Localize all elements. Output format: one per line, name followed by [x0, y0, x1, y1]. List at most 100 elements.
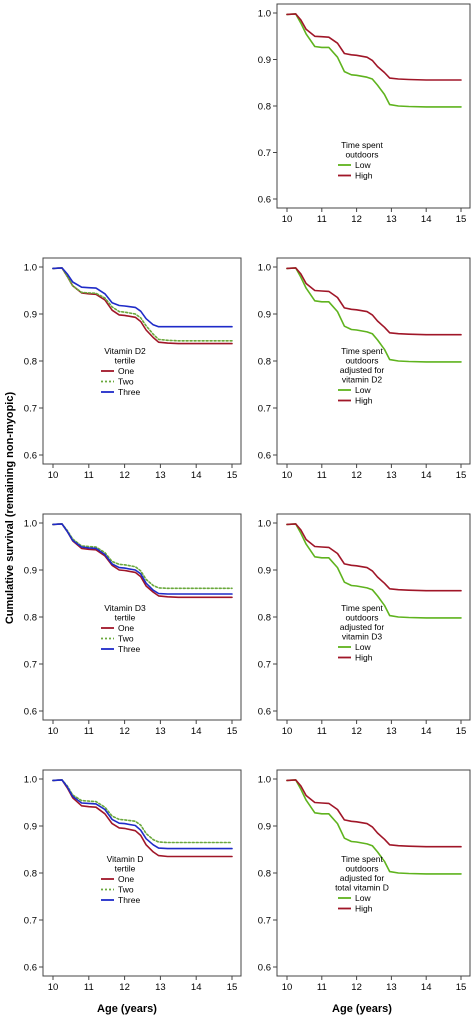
- y-tick-label: 0.8: [24, 869, 37, 880]
- y-tick-label: 1.0: [24, 775, 37, 786]
- series-line-high: [286, 779, 462, 848]
- y-tick-label: 0.8: [258, 613, 271, 624]
- series-line-two: [52, 523, 233, 590]
- legend-item-three: Three: [118, 895, 140, 905]
- series-line-two: [52, 779, 233, 844]
- x-tick-label: 13: [155, 982, 166, 993]
- y-tick-label: 0.9: [258, 822, 271, 833]
- series-line-three: [52, 779, 233, 850]
- chart-panel-outdoors_d2: 0.6 0.7 0.8 0.9 1.0 10 11 12 13 14 15 Time spentout…: [258, 257, 471, 481]
- x-tick-label: 15: [227, 982, 238, 993]
- x-axis-label-left: Age (years): [97, 1003, 157, 1015]
- legend-title-line: tertile: [115, 613, 136, 623]
- y-tick-label: 0.6: [24, 963, 37, 974]
- x-tick-label: 14: [421, 470, 432, 481]
- legend-item-one: One: [118, 623, 134, 633]
- x-tick-label: 13: [386, 470, 397, 481]
- legend-title-line: outdoors: [345, 150, 378, 160]
- chart-panel-outdoors_d: 0.6 0.7 0.8 0.9 1.0 10 11 12 13 14 15 Time spentout…: [258, 769, 471, 993]
- series-line-three: [52, 267, 233, 328]
- y-tick-label: 0.7: [258, 148, 271, 159]
- x-tick-label: 13: [155, 726, 166, 737]
- x-tick-label: 11: [317, 982, 327, 993]
- x-tick-label: 12: [351, 982, 362, 993]
- legend-title-line: tertile: [115, 864, 136, 874]
- x-tick-label: 11: [84, 726, 94, 737]
- legend-item-one: One: [118, 874, 134, 884]
- y-tick-label: 0.7: [24, 916, 37, 927]
- legend-title-line: vitamin D3: [342, 632, 382, 642]
- series-line-low: [286, 523, 462, 619]
- x-tick-label: 10: [48, 726, 59, 737]
- y-tick-label: 1.0: [258, 775, 271, 786]
- x-tick-label: 10: [282, 470, 293, 481]
- x-tick-label: 11: [84, 470, 94, 481]
- x-tick-label: 11: [84, 982, 94, 993]
- legend-item-two: Two: [118, 634, 134, 644]
- legend-title-line: outdoors: [345, 356, 378, 366]
- y-tick-label: 0.6: [258, 707, 271, 718]
- y-tick-label: 0.8: [258, 357, 271, 368]
- legend-title-line: adjusted for: [340, 622, 385, 632]
- legend-item-low: Low: [355, 893, 371, 903]
- y-tick-label: 0.6: [24, 451, 37, 462]
- y-tick-label: 0.6: [258, 195, 271, 206]
- chart-panel-d: 0.6 0.7 0.8 0.9 1.0 10 11 12 13 14 15 Vitamin Dtert…: [24, 769, 242, 993]
- x-tick-label: 15: [456, 470, 467, 481]
- x-tick-label: 12: [119, 982, 130, 993]
- y-tick-label: 0.7: [258, 660, 271, 671]
- y-tick-label: 0.7: [24, 660, 37, 671]
- y-tick-label: 0.9: [24, 822, 37, 833]
- series-line-low: [286, 267, 462, 363]
- x-tick-label: 15: [227, 726, 238, 737]
- legend-item-two: Two: [118, 377, 134, 387]
- y-tick-label: 1.0: [258, 9, 271, 20]
- legend-title-line: tertile: [115, 356, 136, 366]
- y-tick-label: 0.7: [24, 404, 37, 415]
- legend-item-low: Low: [355, 385, 371, 395]
- chart-panel-d2: 0.6 0.7 0.8 0.9 1.0 10 11 12 13 14 15 Vitamin D2ter…: [24, 257, 242, 481]
- x-tick-label: 14: [191, 470, 202, 481]
- y-tick-label: 1.0: [24, 263, 37, 274]
- plot-frame: [42, 513, 242, 721]
- x-tick-label: 13: [386, 982, 397, 993]
- x-tick-label: 14: [421, 982, 432, 993]
- y-tick-label: 0.7: [258, 916, 271, 927]
- y-tick-label: 0.8: [24, 613, 37, 624]
- legend-item-three: Three: [118, 387, 140, 397]
- y-tick-label: 0.6: [24, 707, 37, 718]
- legend-title-line: Vitamin D2: [104, 346, 146, 356]
- x-tick-label: 12: [119, 470, 130, 481]
- y-tick-label: 0.9: [258, 310, 271, 321]
- legend-title-line: Vitamin D3: [104, 603, 146, 613]
- legend-title-line: adjusted for: [340, 873, 385, 883]
- x-tick-label: 14: [421, 214, 432, 225]
- y-tick-label: 0.9: [24, 310, 37, 321]
- y-tick-label: 0.6: [258, 963, 271, 974]
- legend-item-high: High: [355, 653, 373, 663]
- series-line-high: [286, 13, 462, 81]
- x-axis-label-right: Age (years): [332, 1003, 392, 1015]
- y-tick-label: 0.7: [258, 404, 271, 415]
- x-tick-label: 10: [48, 982, 59, 993]
- x-tick-label: 14: [191, 982, 202, 993]
- legend-item-low: Low: [355, 642, 371, 652]
- x-tick-label: 12: [351, 214, 362, 225]
- legend-title-line: total vitamin D: [335, 883, 389, 893]
- x-tick-label: 15: [456, 726, 467, 737]
- y-tick-label: 1.0: [258, 519, 271, 530]
- series-line-high: [286, 523, 462, 592]
- x-tick-label: 10: [282, 726, 293, 737]
- y-tick-label: 0.8: [24, 357, 37, 368]
- x-tick-label: 13: [155, 470, 166, 481]
- legend-title-line: Time spent: [341, 603, 383, 613]
- x-tick-label: 10: [282, 982, 293, 993]
- x-tick-label: 15: [227, 470, 238, 481]
- legend-item-one: One: [118, 366, 134, 376]
- x-tick-label: 13: [386, 726, 397, 737]
- x-tick-label: 12: [351, 470, 362, 481]
